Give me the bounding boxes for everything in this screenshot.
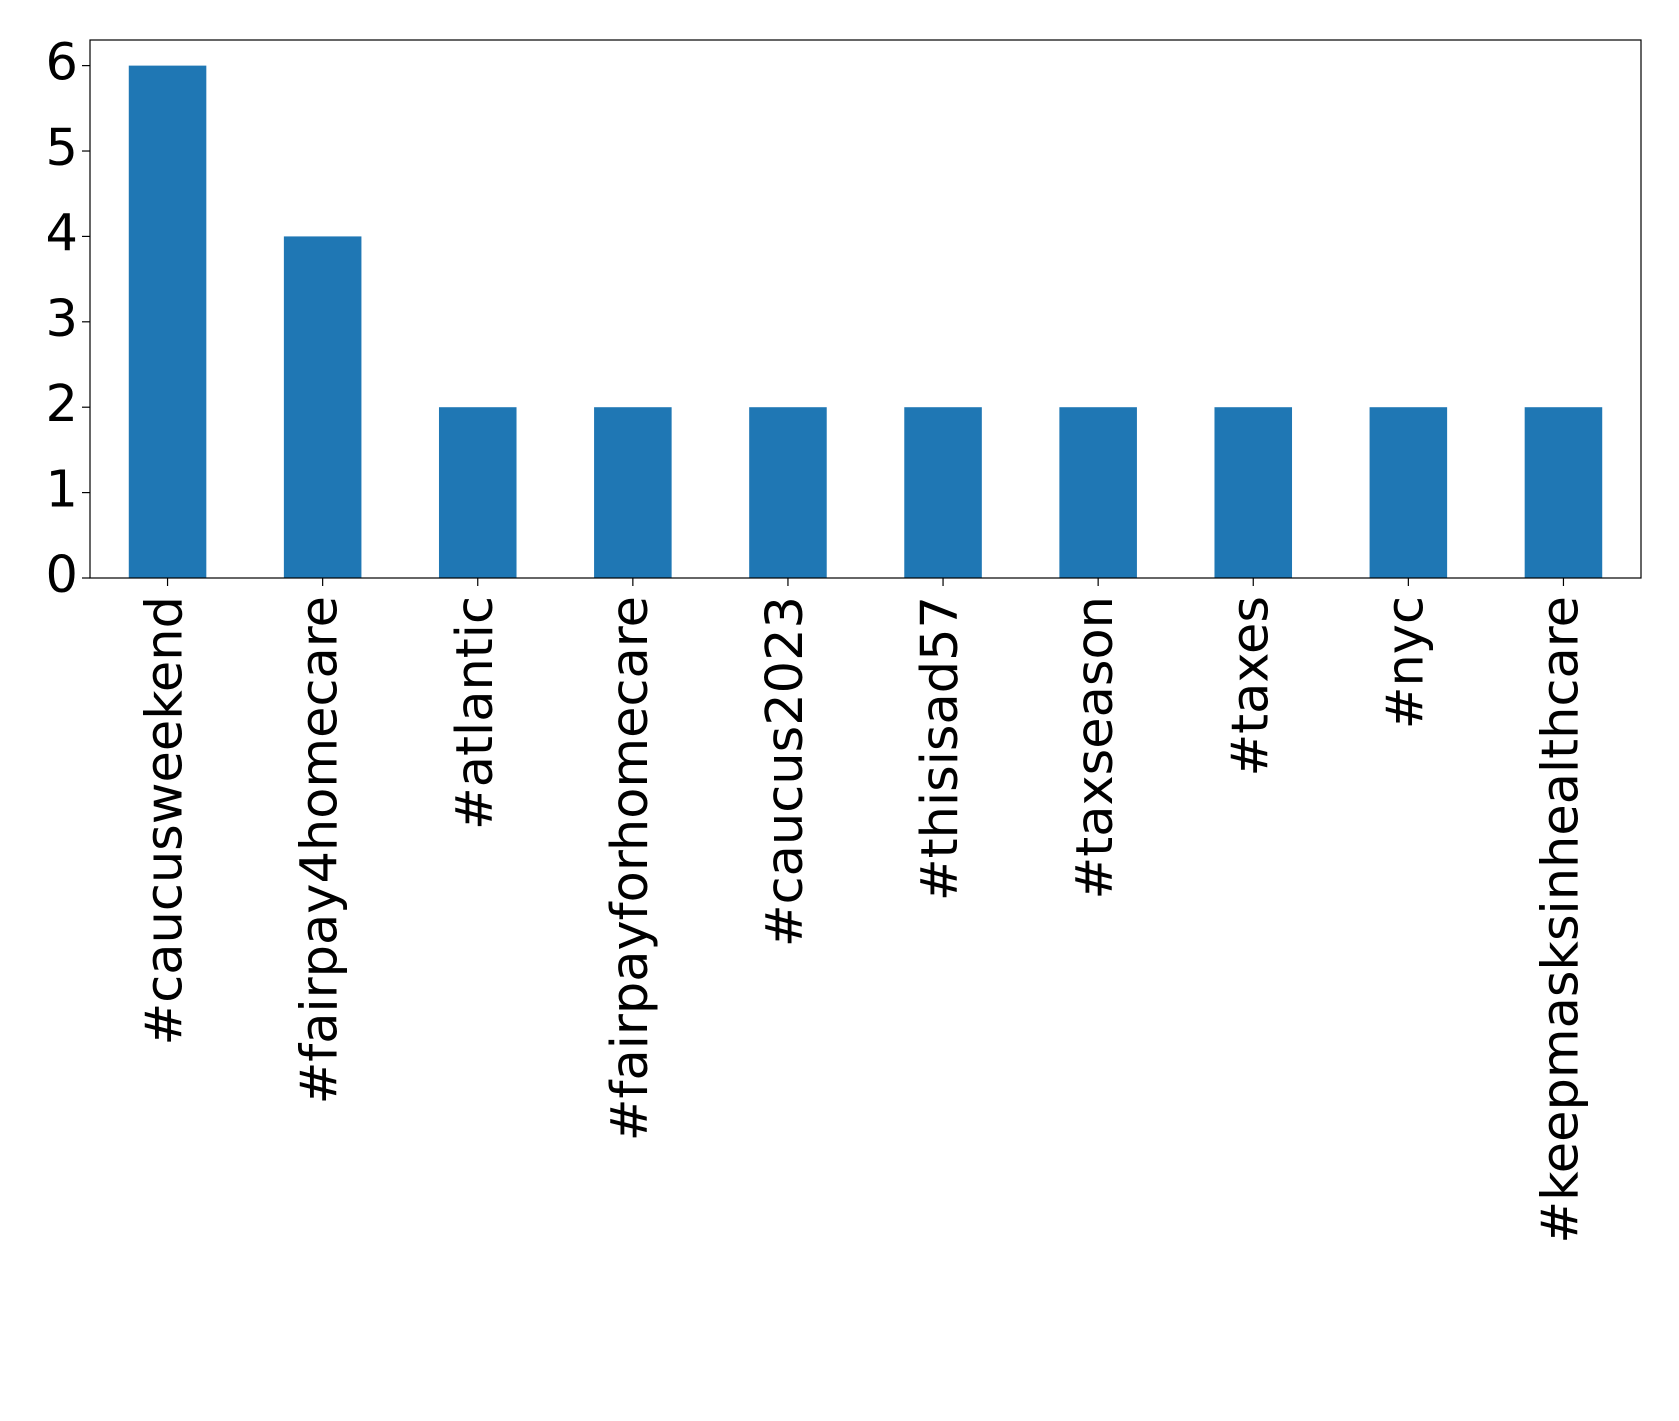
bar — [904, 407, 982, 578]
bar — [594, 407, 672, 578]
x-tick-label: #fairpayforhomecare — [601, 596, 660, 1141]
plot-frame — [89, 39, 1642, 579]
y-tick-label: 4 — [46, 204, 78, 263]
bar — [1369, 407, 1448, 578]
bar — [283, 236, 362, 578]
x-tick-label: #atlantic — [446, 596, 505, 830]
bar — [438, 407, 517, 578]
x-tick-label: #thisisad57 — [911, 596, 970, 901]
x-tick-label: #taxseason — [1066, 596, 1125, 899]
y-tick-label: 3 — [46, 290, 78, 349]
bar — [1214, 407, 1293, 578]
x-tick-label: #keepmasksinhealthcare — [1531, 596, 1590, 1244]
y-tick-label: 5 — [46, 119, 78, 178]
bar — [128, 65, 207, 579]
bar — [749, 407, 827, 578]
bar — [1059, 407, 1137, 578]
y-tick-label: 0 — [46, 546, 78, 605]
x-tick-label: #taxes — [1221, 596, 1280, 777]
x-tick-label: #caucusweekend — [136, 596, 195, 1046]
x-tick-label: #fairpay4homecare — [291, 596, 350, 1104]
x-tick-label: #nyc — [1376, 596, 1435, 729]
y-tick-label: 1 — [46, 461, 78, 520]
y-tick-label: 2 — [46, 375, 78, 434]
y-tick-label: 6 — [46, 34, 78, 93]
x-tick-label: #caucus2023 — [756, 596, 815, 947]
bar — [1524, 407, 1603, 578]
